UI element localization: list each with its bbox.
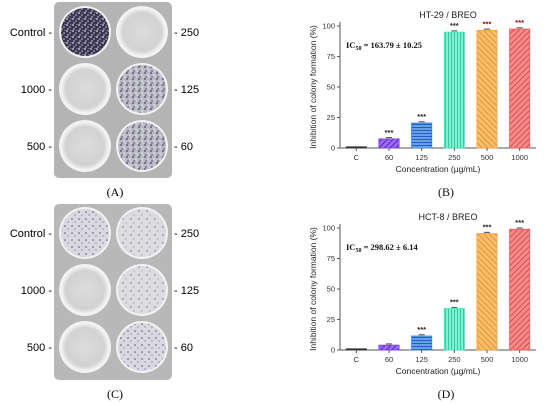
well-c-control: [61, 209, 109, 257]
plate-c-label-500: 500 -: [27, 342, 52, 354]
plate-c: [54, 204, 172, 380]
chart-d-ytick-label: 0: [331, 346, 335, 355]
plate-a-label-1000: 1000 -: [21, 84, 53, 96]
well-c-125: [118, 266, 166, 314]
chart-b-bar-60: [378, 138, 400, 149]
chart-d: 0 25 50 75 100 HCT-8 / BREO IC50 = 298.62 ± 6.…: [308, 212, 536, 401]
chart-b-ytick-label: 0: [331, 144, 335, 153]
chart-d-xtick-label: 250: [448, 355, 461, 364]
chart-b-bar-125: [411, 122, 433, 149]
chart-d-xlabel: Concentration (µg/mL): [396, 366, 481, 376]
well-a-500: [61, 122, 109, 170]
chart-d-bar-C: [345, 348, 367, 351]
chart-b-title: HT-29 / BREO: [419, 10, 477, 20]
chart-d-ytick-label: 75: [327, 254, 335, 263]
plate-a: [54, 2, 172, 178]
chart-b-significance-125: ***: [417, 112, 426, 121]
caption-d: (D): [438, 387, 455, 401]
well-a-control: [61, 8, 109, 56]
chart-b-xtick-label: C: [354, 153, 360, 162]
plate-a-label-500: 500 -: [27, 141, 52, 153]
plate-c-label-control: Control -: [10, 228, 53, 240]
chart-b-bar-1000: [509, 28, 531, 149]
chart-b-ytick-label: 75: [327, 52, 335, 61]
caption-a: (A): [107, 185, 124, 199]
well-c-500: [61, 323, 109, 371]
chart-b-xtick-label: 125: [415, 153, 428, 162]
chart-b-ytick-label: 25: [327, 113, 335, 122]
caption-c: (C): [107, 387, 123, 401]
chart-b-bar-C: [345, 146, 367, 149]
chart-b: 0 25 50 75 100 HT-29 / BREO IC50 = 163.79 ± 10…: [308, 10, 536, 199]
chart-d-xtick-label: 500: [481, 355, 494, 364]
chart-d-xtick-label: 1000: [511, 355, 528, 364]
chart-b-xtick-label: 1000: [511, 153, 528, 162]
chart-b-xtick-label: 500: [481, 153, 494, 162]
plate-a-label-250: - 250: [174, 27, 199, 39]
chart-d-significance-500: ***: [483, 222, 492, 231]
chart-d-xtick-label: 125: [415, 355, 428, 364]
chart-d-significance-125: ***: [417, 325, 426, 334]
chart-d-ytick-label: 100: [322, 224, 335, 233]
chart-b-significance-60: ***: [385, 128, 394, 137]
chart-b-ytick-label: 100: [322, 22, 335, 31]
chart-b-ytick-label: 50: [327, 83, 335, 92]
chart-d-ic50-annotation: IC50 = 298.62 ± 6.14: [346, 242, 418, 254]
plate-c-label-125: - 125: [174, 285, 199, 297]
plate-c-label-250: - 250: [174, 228, 199, 240]
well-a-60: [118, 122, 166, 170]
plate-a-label-125: - 125: [174, 84, 199, 96]
well-a-1000: [61, 65, 109, 113]
chart-b-ic50-annotation: IC50 = 163.79 ± 10.25: [346, 40, 422, 52]
chart-d-bar-500: [476, 233, 498, 351]
chart-b-xtick-label: 250: [448, 153, 461, 162]
plate-a-label-control: Control -: [10, 27, 53, 39]
chart-d-ylabel: Inhibition of colony formation (%): [308, 227, 318, 351]
plate-c-label-1000: 1000 -: [21, 285, 53, 297]
well-c-60: [118, 323, 166, 371]
chart-b-bar-250: [443, 31, 465, 149]
chart-d-significance-1000: ***: [515, 218, 524, 227]
chart-b-xtick-label: 60: [385, 153, 393, 162]
chart-b-bar-500: [476, 29, 498, 149]
chart-d-bar-1000: [509, 228, 531, 351]
chart-d-xtick-label: C: [354, 355, 360, 364]
plate-c-label-60: - 60: [174, 342, 193, 354]
chart-d-bar-60: [378, 344, 400, 351]
chart-d-ytick-label: 50: [327, 285, 335, 294]
plate-a-label-60: - 60: [174, 141, 193, 153]
chart-b-ylabel: Inhibition of colony formation (%): [308, 25, 318, 149]
chart-b-significance-500: ***: [483, 19, 492, 28]
well-a-250: [118, 8, 166, 56]
chart-b-significance-1000: ***: [515, 18, 524, 27]
chart-d-significance-250: ***: [450, 298, 459, 307]
chart-d-ytick-label: 25: [327, 315, 335, 324]
well-a-125: [118, 65, 166, 113]
chart-d-xtick-label: 60: [385, 355, 393, 364]
chart-d-bar-250: [443, 308, 465, 351]
chart-d-title: HCT-8 / BREO: [418, 212, 477, 222]
well-c-1000: [61, 266, 109, 314]
caption-b: (B): [438, 185, 454, 199]
well-c-250: [118, 209, 166, 257]
chart-d-bar-125: [411, 335, 433, 351]
chart-b-xlabel: Concentration (µg/mL): [396, 164, 481, 174]
chart-b-significance-250: ***: [450, 21, 459, 30]
